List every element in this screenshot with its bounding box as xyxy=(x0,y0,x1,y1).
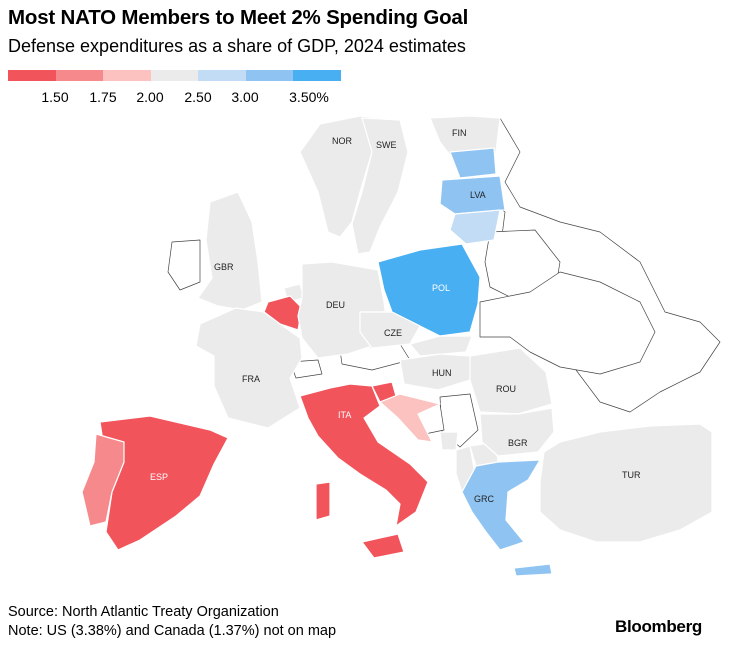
country-irl xyxy=(167,239,201,291)
legend-swatch xyxy=(8,70,56,81)
country-ltu xyxy=(449,209,501,245)
country-est xyxy=(449,147,497,179)
legend-label: 1.75 xyxy=(89,89,117,105)
legend-color-scale xyxy=(8,70,343,81)
label-swe: SWE xyxy=(376,140,397,150)
country-ita-sardinia xyxy=(315,481,331,521)
source-text: Source: North Atlantic Treaty Organizati… xyxy=(8,604,279,620)
country-tur xyxy=(539,423,713,543)
bloomberg-logo: Bloomberg xyxy=(614,617,702,636)
note-text: Note: US (3.38%) and Canada (1.37%) not … xyxy=(8,623,337,639)
label-rou: ROU xyxy=(496,384,516,394)
country-gbr xyxy=(197,191,263,311)
legend: 1.50 1.75 2.00 2.50 3.00 3.50% xyxy=(8,70,343,110)
label-ita: ITA xyxy=(338,410,351,420)
country-pol xyxy=(377,243,481,337)
country-mne xyxy=(439,431,459,451)
label-gbr: GBR xyxy=(214,262,234,272)
legend-swatch xyxy=(198,70,246,81)
legend-swatch xyxy=(103,70,151,81)
legend-swatch xyxy=(245,70,293,81)
label-tur: TUR xyxy=(622,470,641,480)
country-esp xyxy=(99,415,229,551)
label-fin: FIN xyxy=(452,128,467,138)
country-bgr xyxy=(479,407,555,457)
label-deu: DEU xyxy=(326,300,345,310)
legend-label: 2.50 xyxy=(184,89,212,105)
country-svk xyxy=(409,335,473,357)
country-prt xyxy=(81,433,125,527)
legend-label: 3.00 xyxy=(231,89,259,105)
legend-swatch xyxy=(55,70,103,81)
label-bgr: BGR xyxy=(508,438,528,448)
country-grc-crete xyxy=(513,563,553,577)
country-rou xyxy=(469,347,553,415)
label-nor: NOR xyxy=(332,136,353,146)
chart-title: Most NATO Members to Meet 2% Spending Go… xyxy=(8,6,469,29)
legend-swatch xyxy=(150,70,198,81)
label-hun: HUN xyxy=(432,368,452,378)
label-cze: CZE xyxy=(384,328,402,338)
country-hrv xyxy=(379,393,441,443)
label-pol: POL xyxy=(432,283,450,293)
legend-swatch xyxy=(293,70,341,81)
label-grc: GRC xyxy=(474,494,495,504)
label-esp: ESP xyxy=(150,472,168,482)
country-swe xyxy=(351,117,409,255)
legend-label: 2.00 xyxy=(136,89,164,105)
country-grc xyxy=(461,459,541,551)
label-fra: FRA xyxy=(242,374,260,384)
chart-subtitle: Defense expenditures as a share of GDP, … xyxy=(8,36,466,56)
country-ukr xyxy=(479,271,656,375)
country-fra xyxy=(195,307,303,429)
source-note: Source: North Atlantic Treaty Organizati… xyxy=(8,603,336,641)
country-ita-sicily xyxy=(361,533,405,559)
legend-label: 3.50% xyxy=(289,89,329,105)
label-lva: LVA xyxy=(470,190,486,200)
country-ita xyxy=(299,383,429,527)
legend-label: 1.50 xyxy=(41,89,69,105)
europe-map: NOR SWE FIN GBR LVA POL DEU CZE FRA HUN … xyxy=(0,112,744,597)
